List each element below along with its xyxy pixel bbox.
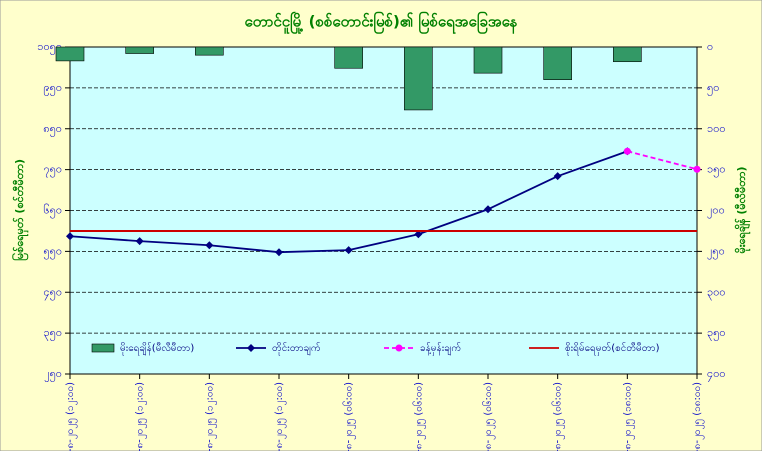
bar <box>125 46 154 54</box>
y-tick-label: ၃၅၀ <box>43 326 62 341</box>
line <box>627 150 698 171</box>
y2-tick-label: ၁၅၀ <box>707 163 726 178</box>
marker <box>275 248 283 257</box>
legend-swatch <box>91 343 115 353</box>
x-tick-label: ၇-၈-၂၀၂၅ (၁၂:၀၀) <box>135 382 148 451</box>
y-tick-label: ၅၅၀ <box>43 244 62 259</box>
y-axis-label: မြစ်ရေမှတ် (စင်တီမီတာ) <box>11 159 29 261</box>
marker <box>693 165 701 173</box>
bar <box>195 46 224 56</box>
y2-tick-label: ၄၀၀ <box>707 367 726 382</box>
y2-tick-label: ၅၀ <box>707 81 719 96</box>
y-tick-label: ၇၅၀ <box>43 163 62 178</box>
y-tick-label: ၄၅၀ <box>43 285 62 300</box>
marker <box>414 230 423 239</box>
y-tick-label: ၂၅၀ <box>44 367 62 382</box>
x-tick-label: ၁၂-၈-၂၀၂၅ (၀၆:၀၀) <box>481 382 496 451</box>
y-tick-label: ၆၅၀ <box>43 204 62 219</box>
y2-tick-label: ၁၀၀ <box>707 122 726 135</box>
bar <box>334 46 363 69</box>
marker <box>344 246 353 255</box>
legend-label: မိုးရေချိန်(မီလီမီတာ) <box>120 341 194 356</box>
y2-tick-label: ၂၅၀ <box>707 244 725 259</box>
bar <box>613 46 642 63</box>
marker <box>484 205 492 214</box>
bar <box>404 46 433 111</box>
x-tick-label: ၁၅-၈-၂၀၂၅ (၁၈:၀၀) <box>692 382 705 451</box>
y2-axis-label: မိုးရေချိန် (မီလီမီတာ) <box>734 167 751 254</box>
marker <box>623 147 631 155</box>
x-tick-label: ၁၁-၈-၂၀၂၅ (၀၆:၀၀) <box>411 382 426 451</box>
x-tick-label: ၁၀-၈-၂၀၂၅ (၀၆:၀၀) <box>342 382 357 451</box>
legend-marker <box>395 344 403 352</box>
bar <box>55 46 85 62</box>
y2-tick-label: ၂၀၀ <box>707 204 725 219</box>
bar <box>543 46 572 81</box>
y2-tick-label: ၃၅၀ <box>707 326 726 341</box>
marker <box>66 232 74 241</box>
marker <box>205 241 214 250</box>
legend-label: ခန့်မှန်းချက် <box>420 341 461 356</box>
y-tick-label: ၈၅၀ <box>43 122 62 137</box>
marker <box>135 237 144 246</box>
x-tick-label: ၁၄-၈-၂၀၂၅ (၁၈:၀၀) <box>622 382 635 451</box>
x-tick-label: ၁၃-၈-၂၀၂၅ (၀၆:၀၀) <box>551 382 566 451</box>
y2-tick-label: ၀ <box>707 40 713 53</box>
bar <box>473 46 503 74</box>
y-tick-label: ၉၅၀ <box>43 81 62 96</box>
y2-tick-label: ၃၀၀ <box>707 285 726 300</box>
legend-label: စိုးရိမ်ရေမှတ်(စင်တီမီတာ) <box>565 341 660 356</box>
marker <box>553 172 562 181</box>
legend-label: တိုင်းတာချက် <box>272 341 321 356</box>
x-tick-label: ၆-၈-၂၀၂၅ (၁၂:၀၀) <box>63 382 78 451</box>
legend-marker <box>247 344 255 352</box>
x-tick-label: ၈-၈-၂၀၂၅ (၁၂:၀၀) <box>204 382 217 451</box>
x-tick-label: ၉-၈-၂၀၂၅ (၁၂:၀၀) <box>274 382 287 451</box>
